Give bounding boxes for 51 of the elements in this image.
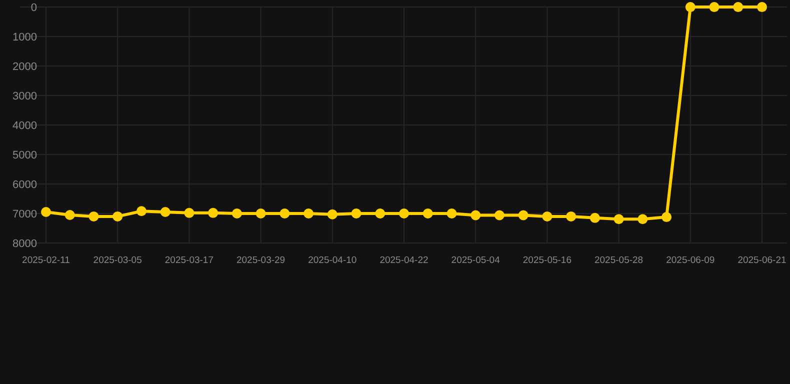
y-tick-label: 8000 bbox=[12, 238, 37, 250]
point bbox=[208, 208, 218, 218]
x-tick-label: 2025-03-17 bbox=[164, 255, 214, 266]
x-tick-label: 2025-05-16 bbox=[522, 255, 572, 266]
x-tick-label: 2025-06-09 bbox=[666, 255, 715, 266]
point bbox=[638, 214, 648, 224]
point bbox=[327, 209, 338, 220]
point bbox=[351, 208, 362, 218]
point bbox=[542, 211, 552, 222]
point bbox=[566, 211, 576, 222]
x-tick-label: 2025-03-29 bbox=[236, 255, 286, 266]
point bbox=[232, 208, 242, 218]
y-tick-label: 7000 bbox=[12, 208, 37, 220]
point bbox=[280, 208, 290, 218]
point bbox=[256, 208, 266, 218]
point bbox=[422, 208, 433, 218]
point bbox=[136, 206, 146, 216]
y-tick-label: 2000 bbox=[12, 60, 37, 73]
point bbox=[304, 208, 314, 218]
x-tick-label: 2025-05-04 bbox=[451, 255, 500, 266]
x-tick-label: 2025-04-10 bbox=[308, 255, 357, 266]
x-tick-label: 2025-03-05 bbox=[93, 255, 142, 266]
y-tick-label: 6000 bbox=[12, 178, 37, 191]
point bbox=[662, 212, 672, 222]
point bbox=[446, 208, 457, 218]
point bbox=[494, 210, 504, 220]
y-tick-label: 5000 bbox=[12, 149, 37, 162]
point bbox=[470, 210, 481, 220]
point bbox=[375, 208, 386, 218]
point bbox=[518, 210, 528, 220]
point bbox=[614, 214, 624, 224]
x-tick-label: 2025-04-22 bbox=[380, 255, 428, 266]
point bbox=[160, 207, 170, 218]
x-tick-label: 2025-05-28 bbox=[594, 255, 644, 266]
y-tick-label: 0 bbox=[30, 2, 37, 14]
x-tick-label: 2025-06-21 bbox=[738, 255, 786, 266]
point bbox=[590, 212, 600, 223]
x-tick-label: 2025-02-11 bbox=[22, 255, 70, 266]
point bbox=[709, 2, 720, 12]
point bbox=[184, 208, 194, 218]
point bbox=[733, 2, 744, 12]
y-tick-label: 4000 bbox=[12, 120, 37, 132]
point bbox=[399, 208, 409, 218]
point bbox=[88, 211, 99, 222]
y-tick-label: 1000 bbox=[12, 31, 37, 44]
point bbox=[41, 207, 51, 218]
point bbox=[112, 211, 123, 222]
point bbox=[685, 2, 696, 12]
point bbox=[64, 210, 75, 220]
point bbox=[757, 2, 767, 12]
y-tick-label: 3000 bbox=[12, 90, 37, 102]
